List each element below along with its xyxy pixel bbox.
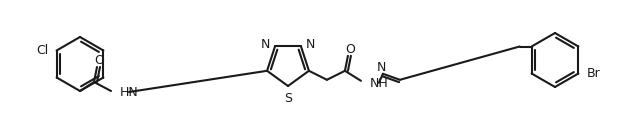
Text: Br: Br bbox=[587, 67, 600, 80]
Text: HN: HN bbox=[120, 86, 139, 99]
Text: O: O bbox=[94, 54, 104, 67]
Text: N: N bbox=[378, 61, 387, 74]
Text: Cl: Cl bbox=[36, 44, 49, 57]
Text: N: N bbox=[261, 38, 270, 51]
Text: NH: NH bbox=[370, 77, 389, 90]
Text: S: S bbox=[284, 92, 292, 105]
Text: N: N bbox=[306, 38, 315, 51]
Text: O: O bbox=[345, 43, 355, 56]
